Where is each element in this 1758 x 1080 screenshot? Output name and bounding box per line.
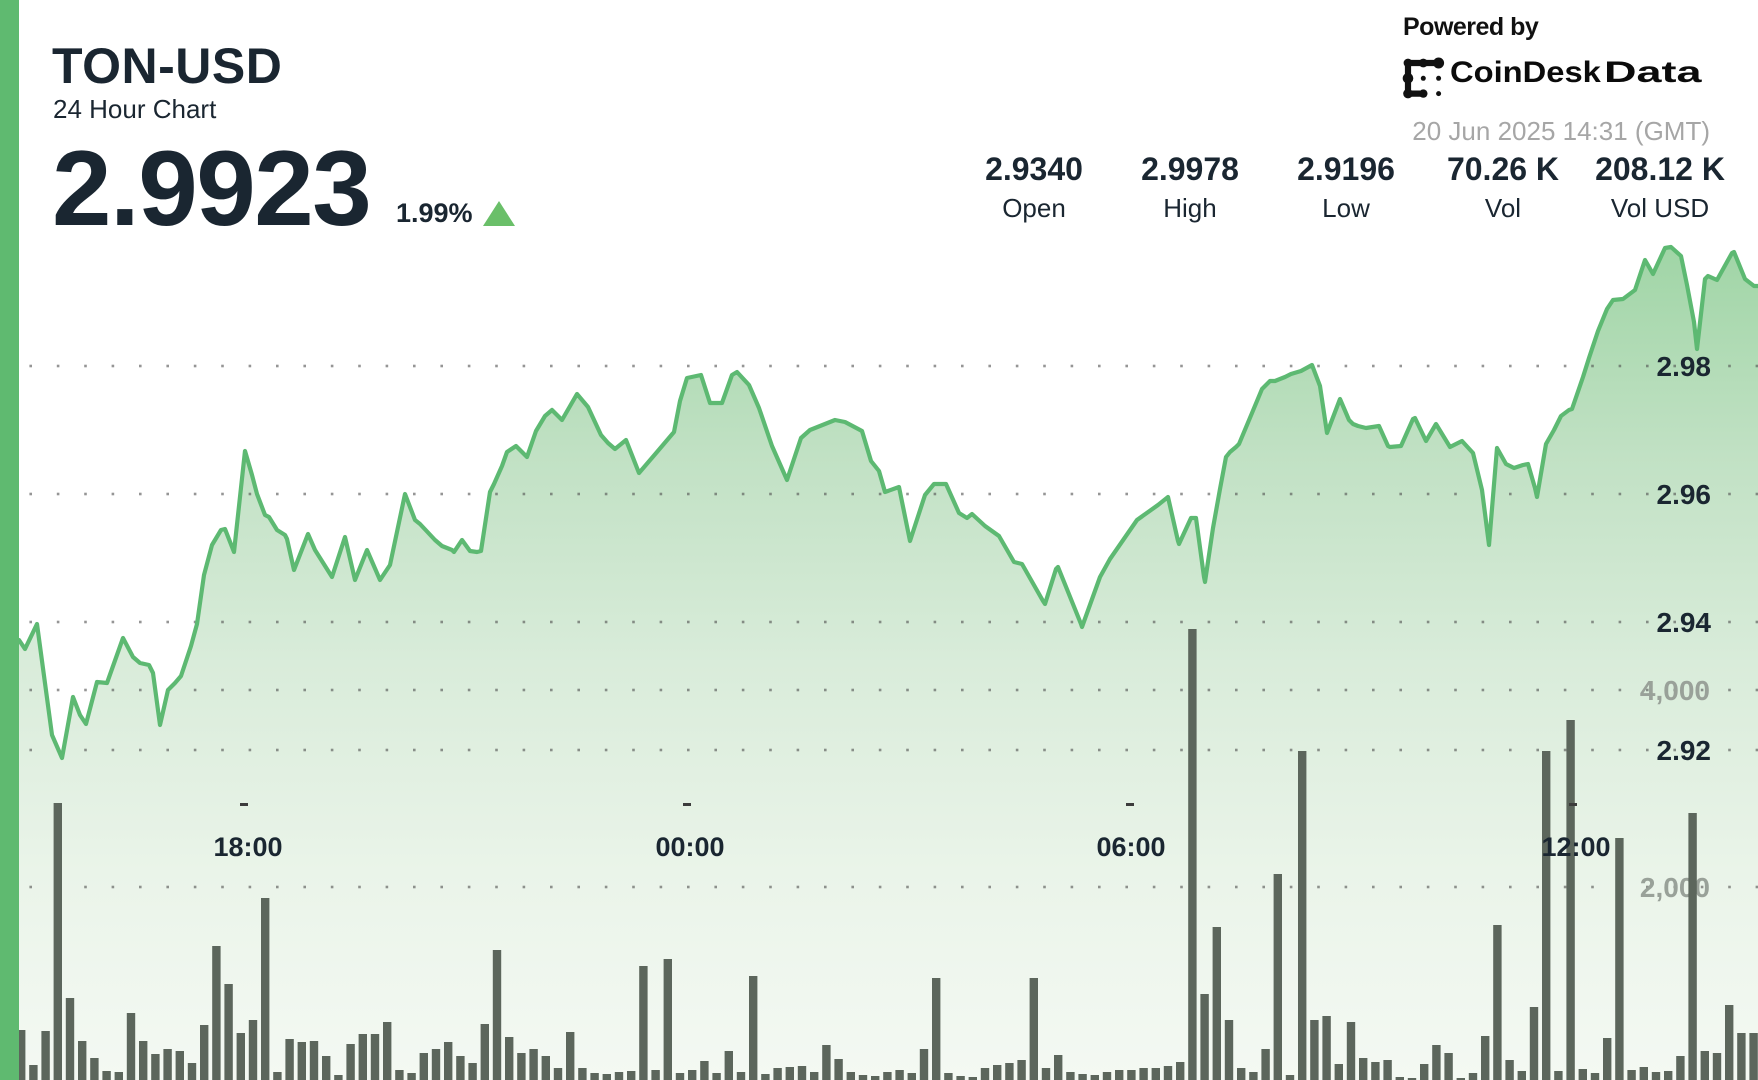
svg-text:2,000: 2,000 (1640, 872, 1710, 903)
svg-text:4,000: 4,000 (1640, 675, 1710, 706)
